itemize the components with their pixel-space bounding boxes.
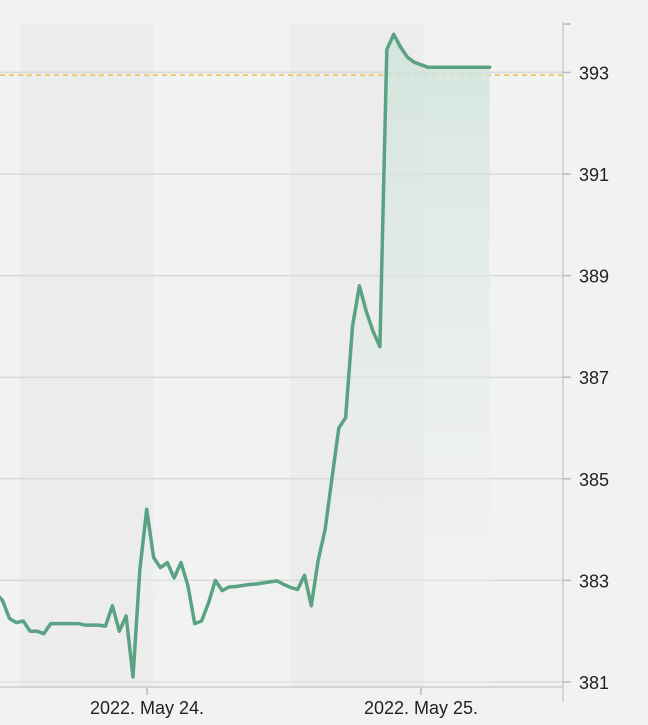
- x-tick-label: 2022. May 25.: [364, 698, 478, 718]
- y-tick-label: 391: [579, 165, 609, 185]
- y-tick-label: 387: [579, 368, 609, 388]
- y-tick-label: 381: [579, 673, 609, 693]
- y-tick-label: 389: [579, 267, 609, 287]
- y-tick-label: 393: [579, 63, 609, 83]
- x-tick-label: 2022. May 24.: [90, 698, 204, 718]
- y-tick-label: 383: [579, 571, 609, 591]
- price-line: [0, 32, 492, 679]
- background-band: [20, 24, 153, 687]
- y-tick-label: 385: [579, 470, 609, 490]
- price-area-fill: [0, 34, 490, 687]
